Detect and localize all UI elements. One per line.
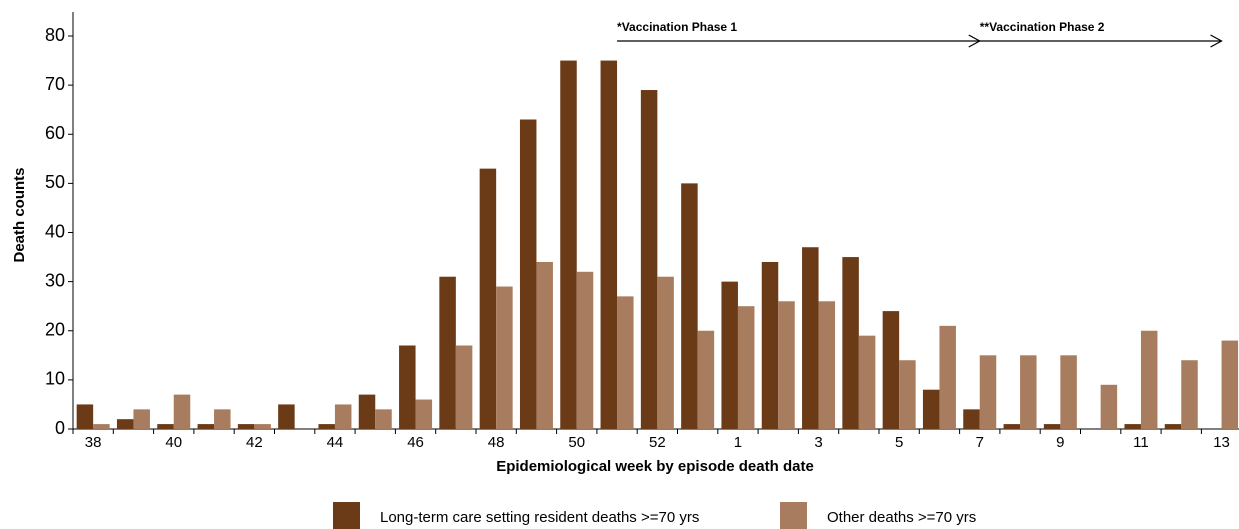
arrow-head <box>1210 34 1223 48</box>
x-tick-label: 11 <box>1133 434 1149 451</box>
y-tick-label: 50 <box>45 172 65 192</box>
x-tick-label: 5 <box>895 434 903 451</box>
bar <box>157 424 174 429</box>
y-axis-title: Death counts <box>11 167 28 262</box>
bar <box>1124 424 1141 429</box>
x-tick-label: 50 <box>568 434 585 451</box>
bar <box>1003 424 1021 429</box>
y-tick-label: 20 <box>45 320 65 340</box>
bar <box>1181 360 1198 429</box>
bar <box>519 119 537 429</box>
bar <box>979 355 997 429</box>
bar <box>76 404 94 429</box>
bar <box>415 399 433 429</box>
x-tick-label: 40 <box>165 434 182 451</box>
bar <box>318 424 335 429</box>
y-tick-label: 80 <box>45 25 65 45</box>
bar <box>802 247 819 429</box>
bar <box>899 360 916 429</box>
y-tick-label: 70 <box>45 74 65 94</box>
bar <box>1020 355 1037 429</box>
legend-swatch <box>780 502 807 529</box>
bar <box>237 424 255 429</box>
bar <box>737 306 755 429</box>
bar <box>1221 340 1239 429</box>
bar <box>214 409 231 429</box>
x-tick-label: 48 <box>488 434 505 451</box>
bar <box>1140 330 1158 429</box>
bar <box>657 276 674 429</box>
bar <box>496 286 513 429</box>
x-tick-label: 46 <box>407 434 424 451</box>
x-tick-label: 9 <box>1056 434 1064 451</box>
bar <box>1060 355 1077 429</box>
bar <box>560 60 577 429</box>
bar <box>116 419 134 429</box>
bar <box>922 389 940 429</box>
y-tick-label: 0 <box>55 418 65 438</box>
bar <box>818 301 836 429</box>
bar <box>842 257 859 429</box>
bar <box>617 296 634 429</box>
bar <box>133 409 150 429</box>
legend-label: Long-term care setting resident deaths >… <box>380 509 699 526</box>
bar <box>778 301 795 429</box>
annotation: **Vaccination Phase 2 <box>980 20 1105 34</box>
x-tick-label: 7 <box>976 434 984 451</box>
bar <box>1164 424 1182 429</box>
y-tick-label: 60 <box>45 123 65 143</box>
bar <box>761 261 779 429</box>
bar <box>963 409 980 429</box>
bar <box>681 183 698 429</box>
bar <box>93 424 110 429</box>
x-tick-label: 42 <box>246 434 263 451</box>
legend-swatch <box>333 502 360 529</box>
x-tick-label: 44 <box>327 434 344 451</box>
y-tick-label: 10 <box>45 369 65 389</box>
bar <box>173 394 191 429</box>
bar <box>858 335 876 429</box>
y-tick-label: 30 <box>45 270 65 290</box>
bar <box>358 394 376 429</box>
bar <box>1100 384 1118 429</box>
x-tick-label: 52 <box>649 434 666 451</box>
bar <box>576 271 594 429</box>
x-tick-label: 3 <box>814 434 822 451</box>
bar <box>697 330 715 429</box>
bar <box>399 345 416 429</box>
annotation: *Vaccination Phase 1 <box>617 20 737 34</box>
bar <box>479 168 497 429</box>
bar <box>1043 424 1061 429</box>
bar <box>455 345 473 429</box>
bar <box>640 90 658 429</box>
bar <box>278 404 295 429</box>
bar <box>254 424 271 429</box>
bar <box>334 404 352 429</box>
x-tick-label: 38 <box>85 434 102 451</box>
bar <box>439 276 456 429</box>
bar <box>536 261 553 429</box>
bar <box>375 409 392 429</box>
legend-label: Other deaths >=70 yrs <box>827 509 976 526</box>
x-axis-title: Epidemiological week by episode death da… <box>496 458 814 475</box>
y-tick-label: 40 <box>45 221 65 241</box>
bar <box>600 60 618 429</box>
bar <box>197 424 215 429</box>
bar <box>939 325 956 429</box>
bar <box>721 281 738 429</box>
bar <box>882 311 900 429</box>
x-tick-label: 1 <box>734 434 742 451</box>
x-tick-label: 13 <box>1213 434 1230 451</box>
